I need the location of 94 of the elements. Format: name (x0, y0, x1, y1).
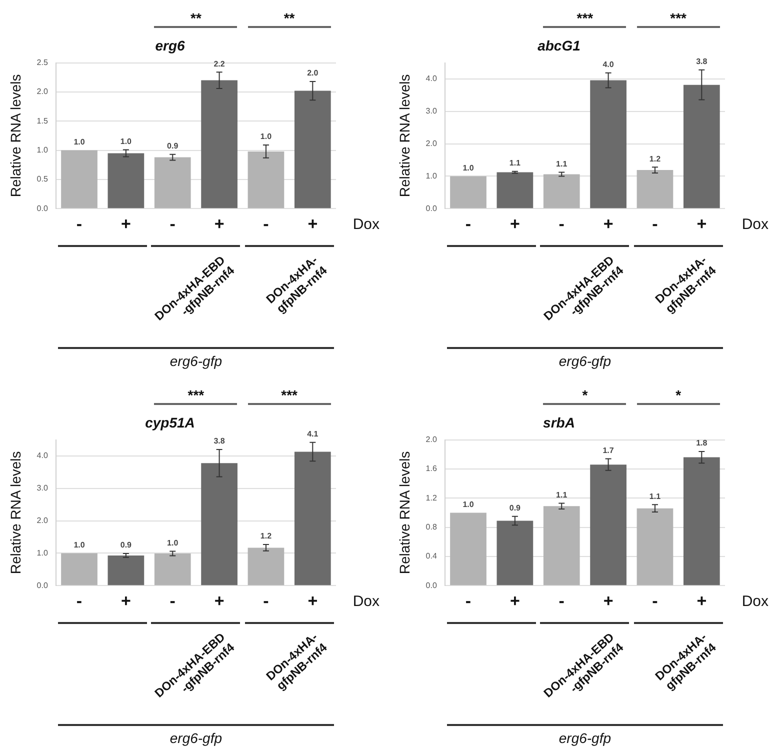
data-label: 1.0 (260, 132, 272, 142)
data-label: 4.1 (307, 430, 319, 439)
data-label: 1.2 (649, 154, 662, 164)
y-tick-label: 3.0 (426, 106, 438, 116)
x-tick-label: + (696, 214, 707, 234)
x-tick-label: - (465, 214, 472, 234)
y-tick-label: 0.0 (36, 204, 48, 213)
data-label: 1.0 (167, 538, 179, 548)
y-tick-label: 2.0 (36, 87, 48, 96)
data-label: 4.0 (602, 60, 614, 70)
x-tick-label: + (308, 591, 318, 610)
text: Dox (352, 592, 380, 610)
chart-title: erg6 (155, 37, 185, 54)
x-tick-label: + (603, 214, 614, 234)
data-label: 1.0 (462, 500, 474, 509)
y-tick-label: 0.0 (426, 204, 438, 213)
text: *** (186, 387, 206, 403)
data-label: 1.7 (602, 446, 614, 455)
x-tick-label: + (214, 591, 224, 610)
x-tick-label: + (696, 591, 707, 610)
y-tick-label: 2.0 (426, 139, 438, 148)
text: erg6-gfp (558, 730, 612, 746)
text: Dox (742, 592, 769, 610)
x-tick-label: + (214, 214, 224, 234)
y-tick-label: 1.6 (426, 464, 438, 474)
data-label: 1.0 (462, 163, 474, 172)
data-label: 1.0 (120, 136, 132, 146)
chart-title: srbA (543, 414, 575, 430)
x-tick-label: - (170, 214, 176, 234)
y-axis-title: Relative RNA levels (7, 451, 24, 574)
y-tick-label: 2.5 (36, 58, 48, 68)
text: Dox (352, 216, 380, 233)
y-tick-label: 1.0 (36, 548, 48, 558)
data-label: 0.9 (167, 142, 179, 151)
chart-title: abcG1 (538, 37, 581, 54)
y-tick-label: 0.4 (426, 552, 438, 561)
y-tick-label: 1.5 (36, 116, 48, 126)
data-label: 0.9 (509, 504, 522, 513)
data-label: 1.1 (556, 160, 568, 169)
x-tick-label: - (652, 214, 658, 234)
y-tick-label: 1.2 (426, 493, 438, 502)
x-tick-label: - (76, 591, 82, 610)
text: erg6-gfp (558, 353, 612, 369)
x-tick-label: - (558, 591, 564, 610)
data-label: 2.2 (214, 59, 226, 68)
data-label: 3.8 (214, 436, 226, 446)
data-label: 1.1 (509, 158, 522, 168)
y-tick-label: 1.0 (426, 171, 438, 180)
y-axis-title: Relative RNA levels (396, 451, 412, 574)
text: erg6-gfp (168, 353, 224, 369)
chart-title: cyp51A (145, 414, 195, 430)
y-tick-label: 1.0 (36, 145, 48, 154)
y-tick-label: 2.0 (426, 435, 438, 444)
x-tick-label: + (510, 591, 520, 610)
x-tick-label: + (120, 214, 131, 234)
text: erg6-gfp (168, 730, 224, 746)
x-tick-label: - (652, 591, 658, 610)
x-tick-label: + (120, 591, 131, 610)
x-tick-label: - (558, 214, 564, 234)
y-axis-title: Relative RNA levels (7, 74, 24, 198)
x-tick-label: - (76, 214, 82, 234)
data-label: 1.0 (74, 540, 86, 550)
data-label: 0.9 (120, 540, 132, 550)
x-tick-label: + (603, 591, 614, 610)
data-label: 3.8 (696, 57, 708, 66)
x-tick-label: - (170, 591, 176, 610)
text: * (581, 387, 589, 403)
text: * (674, 387, 682, 403)
y-tick-label: 2.0 (36, 516, 48, 526)
text: Dox (742, 216, 769, 233)
y-axis-title: Relative RNA levels (396, 74, 412, 198)
y-tick-label: 4.0 (426, 74, 438, 84)
y-tick-label: 4.0 (36, 451, 48, 460)
text: *** (669, 10, 688, 26)
data-label: 1.0 (74, 137, 86, 146)
text: *** (576, 10, 594, 26)
data-label: 1.2 (260, 532, 272, 541)
x-tick-label: - (465, 591, 472, 610)
x-tick-label: - (263, 214, 269, 234)
text: ** (282, 10, 296, 26)
data-label: 1.1 (649, 492, 662, 501)
text: *** (280, 387, 298, 403)
x-tick-label: + (510, 214, 520, 234)
y-tick-label: 0.5 (36, 174, 48, 184)
data-label: 1.8 (696, 438, 708, 448)
y-tick-label: 0.0 (36, 580, 48, 590)
y-tick-label: 0.8 (426, 522, 438, 532)
data-label: 1.1 (556, 490, 568, 500)
x-tick-label: + (308, 214, 318, 234)
data-label: 2.0 (307, 68, 319, 78)
y-tick-label: 0.0 (426, 580, 438, 590)
text: ** (190, 10, 202, 26)
x-tick-label: - (263, 591, 269, 610)
y-tick-label: 3.0 (36, 484, 48, 493)
